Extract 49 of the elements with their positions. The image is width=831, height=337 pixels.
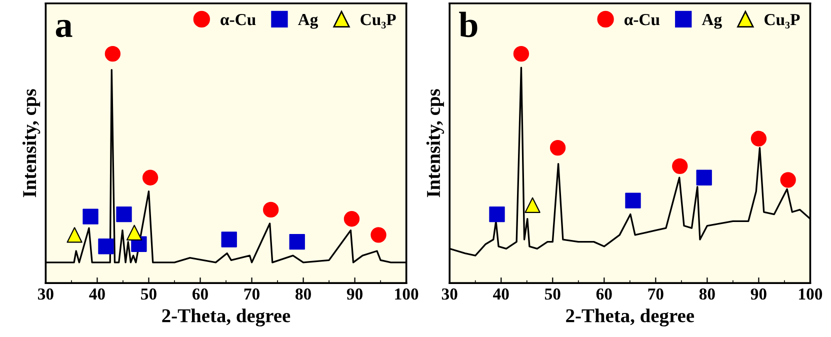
point <box>98 238 114 254</box>
point <box>82 208 98 224</box>
point <box>489 206 505 222</box>
point <box>750 130 767 146</box>
x-tick-label: 30 <box>442 288 458 300</box>
x-tick-label: 40 <box>493 288 509 300</box>
legend-label: Cu₃P <box>360 14 396 28</box>
x-tick-label: 80 <box>699 288 715 300</box>
point <box>66 227 82 243</box>
x-tick-label: 30 <box>38 288 54 300</box>
legend-label: Ag <box>298 14 318 29</box>
point <box>524 197 540 213</box>
x-tick-label: 90 <box>346 288 363 300</box>
point <box>550 140 566 156</box>
legend-label: Cu₃P <box>764 14 800 28</box>
point <box>696 170 712 186</box>
x-tick-label: 80 <box>296 288 311 300</box>
x-tick-label: 100 <box>395 288 418 300</box>
point <box>104 46 121 62</box>
point <box>126 224 142 240</box>
legend-label: α-Cu <box>624 14 660 26</box>
point <box>289 234 305 250</box>
point <box>513 46 530 62</box>
x-tick-label: 70 <box>648 288 664 300</box>
x-axis-title: 2-Theta, degree <box>162 308 290 326</box>
x-tick-label: 90 <box>750 288 766 300</box>
y-axis-title: Intensity, cps <box>22 89 40 198</box>
point <box>370 227 386 243</box>
point <box>116 206 132 222</box>
x-tick-label: 60 <box>192 288 208 300</box>
x-tick-label: 60 <box>596 288 612 300</box>
x-tick-label: 70 <box>244 288 260 300</box>
x-tick-label: 50 <box>544 288 560 300</box>
chart-title: a <box>56 20 72 38</box>
chart-title: b <box>459 12 478 38</box>
legend-label: Ag <box>702 14 722 29</box>
x-tick-label: 100 <box>799 288 822 300</box>
y-axis-title: Intensity, cps <box>426 89 444 198</box>
point <box>221 232 237 248</box>
point <box>672 158 688 174</box>
legend-label: α-Cu <box>220 14 256 26</box>
x-tick-label: 40 <box>89 288 105 300</box>
x-tick-label: 50 <box>141 288 156 300</box>
x-axis-title: 2-Theta, degree <box>566 308 694 326</box>
point <box>263 202 279 218</box>
point <box>142 170 158 186</box>
point <box>344 211 360 227</box>
point <box>625 192 641 208</box>
point <box>780 172 796 188</box>
